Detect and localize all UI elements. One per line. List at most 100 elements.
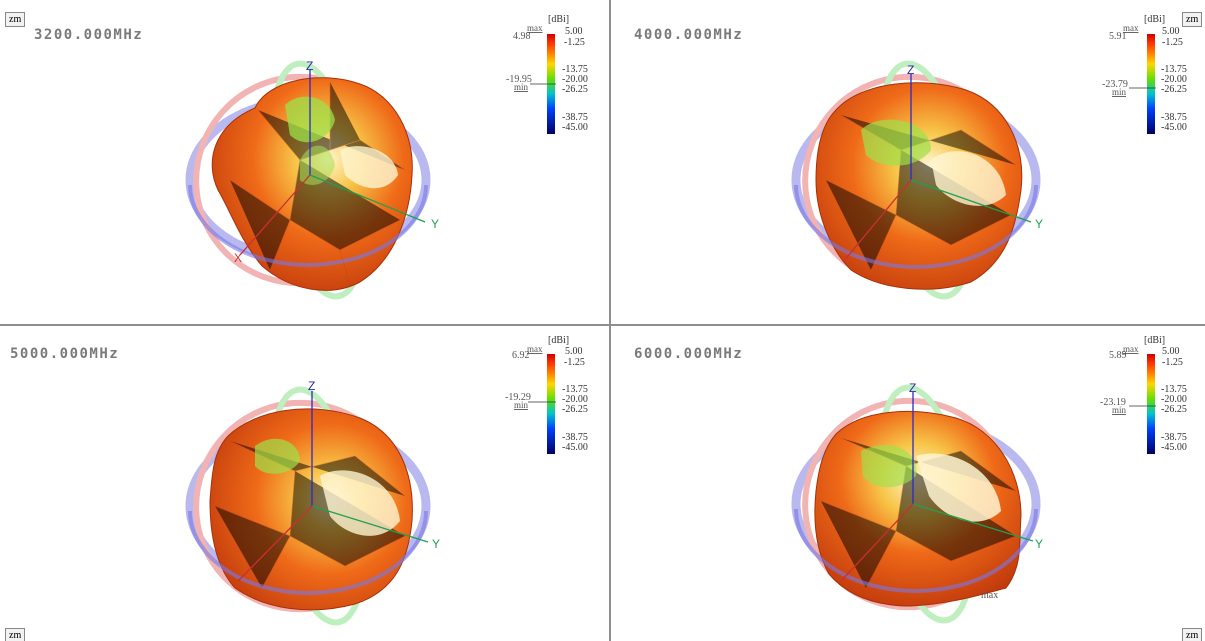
x-axis: [842, 179, 912, 263]
tick-label: -45.00: [1161, 442, 1187, 453]
min-value: -23.19: [1100, 397, 1126, 408]
tick-label: -26.25: [562, 84, 588, 95]
tick-label: 5.00: [565, 346, 583, 357]
y-axis-label: Y: [432, 537, 440, 551]
high-gain-region: [931, 151, 1006, 206]
tick-label: -38.75: [1161, 432, 1187, 443]
unit-label: [dBi]: [548, 335, 569, 346]
tick-label: -26.25: [1161, 84, 1187, 95]
radiation-pattern-3d[interactable]: Z Y max [dBi] max 5.89 -23.19 min 5.00 -…: [611, 326, 1205, 641]
radiation-pattern-3d[interactable]: Z Y [dBi] max 5.91 -23.79 min 5.00 -1.25…: [611, 0, 1205, 324]
tick-label: 5.00: [1162, 346, 1180, 357]
tick-label: -1.25: [564, 357, 585, 368]
color-scale-bar: [1147, 354, 1155, 454]
tick-label: -20.00: [562, 394, 588, 405]
tick-label: -38.75: [562, 432, 588, 443]
max-value: 5.91: [1109, 31, 1127, 42]
max-label: max: [1123, 23, 1139, 33]
low-gain-region: [861, 445, 917, 488]
max-marker-label: max: [981, 590, 998, 601]
min-label: min: [1112, 87, 1127, 97]
high-gain-region: [320, 470, 400, 536]
frequency-label: 5000.000MHz: [10, 346, 120, 362]
color-scale-bar: [547, 354, 555, 454]
frequency-label: 6000.000MHz: [634, 346, 744, 362]
pattern-panel-6000: zm 6000.000MHz Z Y max [dBi]: [611, 326, 1205, 641]
tick-label: -13.75: [562, 384, 588, 395]
z-axis-label: Z: [308, 379, 315, 393]
tick-label: -26.25: [1161, 404, 1187, 415]
zoom-button[interactable]: zm: [1182, 628, 1203, 641]
frequency-label: 4000.000MHz: [634, 27, 744, 43]
x-axis-label: X: [234, 251, 242, 265]
unit-label: [dBi]: [1144, 14, 1165, 25]
tick-label: -13.75: [1161, 384, 1187, 395]
zoom-button[interactable]: zm: [1182, 12, 1203, 27]
max-label: max: [527, 344, 543, 354]
min-value: -19.95: [506, 74, 532, 85]
tick-label: -20.00: [1161, 74, 1187, 85]
tick-label: -20.00: [562, 74, 588, 85]
low-gain-region: [300, 145, 335, 185]
azimuth-ring-front: [188, 510, 428, 595]
y-axis-label: Y: [1035, 217, 1043, 231]
z-axis-label: Z: [909, 381, 916, 395]
z-axis-label: Z: [306, 59, 313, 73]
tick-label: -1.25: [1162, 37, 1183, 48]
zoom-button[interactable]: zm: [5, 628, 26, 641]
tick-label: -1.25: [564, 37, 585, 48]
unit-label: [dBi]: [1144, 335, 1165, 346]
low-gain-region: [861, 119, 931, 166]
low-gain-region: [255, 438, 300, 474]
x-axis: [239, 174, 311, 256]
zoom-button[interactable]: zm: [5, 12, 26, 27]
max-value: 6.92: [512, 350, 530, 361]
radiation-pattern-3d[interactable]: Z Y [dBi] max 6.92 -19.29 min 5.00 -1.25…: [0, 326, 609, 641]
tick-label: -1.25: [1162, 357, 1183, 368]
gain-legend: [dBi] max 4.98 -19.95 min 5.00 -1.25 -13…: [506, 14, 588, 134]
max-value: 5.89: [1109, 350, 1127, 361]
tick-label: -26.25: [562, 404, 588, 415]
y-axis: [912, 503, 1034, 542]
min-label: min: [514, 82, 529, 92]
high-gain-region: [340, 146, 398, 189]
azimuth-ring-front: [794, 184, 1038, 269]
min-label: min: [514, 400, 529, 410]
tick-label: -45.00: [562, 442, 588, 453]
max-label: max: [1123, 344, 1139, 354]
vertical-divider[interactable]: [609, 0, 611, 641]
y-axis-label: Y: [1035, 537, 1043, 551]
azimuth-ring-front: [794, 508, 1038, 593]
max-label: max: [527, 23, 543, 33]
tick-label: -13.75: [1161, 64, 1187, 75]
y-axis: [309, 174, 426, 223]
gain-legend: [dBi] max 6.92 -19.29 min 5.00 -1.25 -13…: [505, 335, 588, 454]
tick-label: -13.75: [562, 64, 588, 75]
azimuth-ring-front: [188, 184, 428, 267]
y-axis: [311, 505, 429, 543]
frequency-label: 3200.000MHz: [34, 27, 144, 43]
pattern-panel-5000: zm 5000.000MHz Z Y [dBi] max: [0, 326, 609, 641]
color-scale-bar: [1147, 34, 1155, 134]
gain-legend: [dBi] max 5.91 -23.79 min 5.00 -1.25 -13…: [1102, 14, 1187, 134]
y-axis-label: Y: [431, 217, 439, 231]
high-gain-region: [916, 453, 1001, 522]
tick-label: 5.00: [565, 26, 583, 37]
min-label: min: [1112, 405, 1127, 415]
radiation-pattern-3d[interactable]: Z Y X [dBi] max 4.98 -19.95 min 5.00 -1.…: [0, 0, 609, 324]
tick-label: -45.00: [1161, 122, 1187, 133]
tick-label: 5.00: [1162, 26, 1180, 37]
tick-label: -20.00: [1161, 394, 1187, 405]
max-value: 4.98: [513, 31, 531, 42]
horizontal-divider[interactable]: [0, 324, 1205, 326]
tick-label: -38.75: [562, 112, 588, 123]
min-value: -23.79: [1102, 79, 1128, 90]
z-axis-label: Z: [907, 63, 914, 77]
x-axis: [237, 505, 313, 582]
tick-label: -38.75: [1161, 112, 1187, 123]
unit-label: [dBi]: [548, 14, 569, 25]
y-axis: [910, 179, 1032, 223]
pattern-panel-3200: zm 3200.000MHz: [0, 0, 609, 324]
x-axis: [840, 503, 914, 582]
tick-label: -45.00: [562, 122, 588, 133]
